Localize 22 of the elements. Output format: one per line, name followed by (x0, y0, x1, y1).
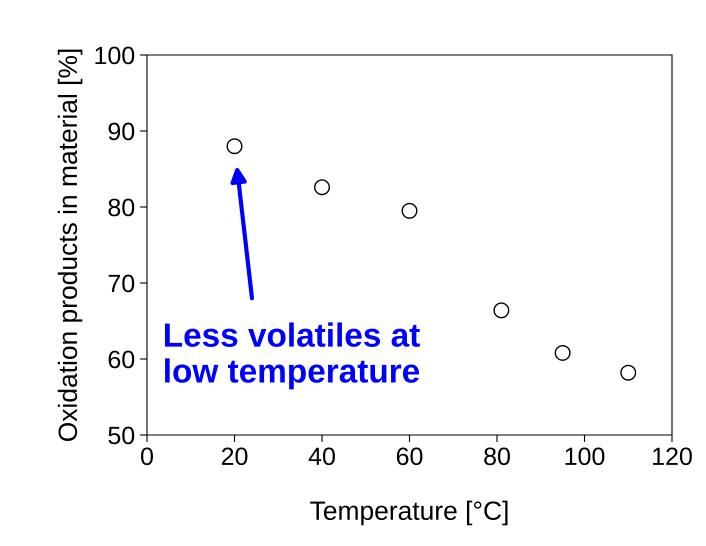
x-tick-label: 120 (653, 447, 692, 466)
annotation: Less volatiles at low temperature (164, 322, 420, 390)
y-tick-label: 70 (108, 274, 134, 292)
x-tick-label: 60 (396, 447, 422, 466)
y-tick-label: 80 (108, 198, 134, 216)
point (226, 138, 242, 154)
point (493, 302, 510, 318)
y-tick-label: 90 (108, 122, 134, 140)
point (620, 364, 636, 381)
y-tick-label: 50 (108, 426, 134, 444)
x-tick-label: 80 (484, 447, 510, 466)
point (402, 202, 418, 219)
x-tick-label: 20 (222, 447, 248, 466)
point (314, 179, 330, 196)
x-tick-label: 100 (566, 447, 604, 466)
x-tick-label: 0 (141, 447, 153, 466)
y-axis-title: Oxidation products in material [%] (58, 50, 82, 442)
y-tick-label: 100 (95, 46, 134, 64)
x-axis-title: Temperature [°C] (310, 500, 508, 526)
point (554, 344, 571, 361)
y-tick-label: 60 (108, 350, 134, 368)
x-tick-label: 40 (308, 447, 335, 466)
